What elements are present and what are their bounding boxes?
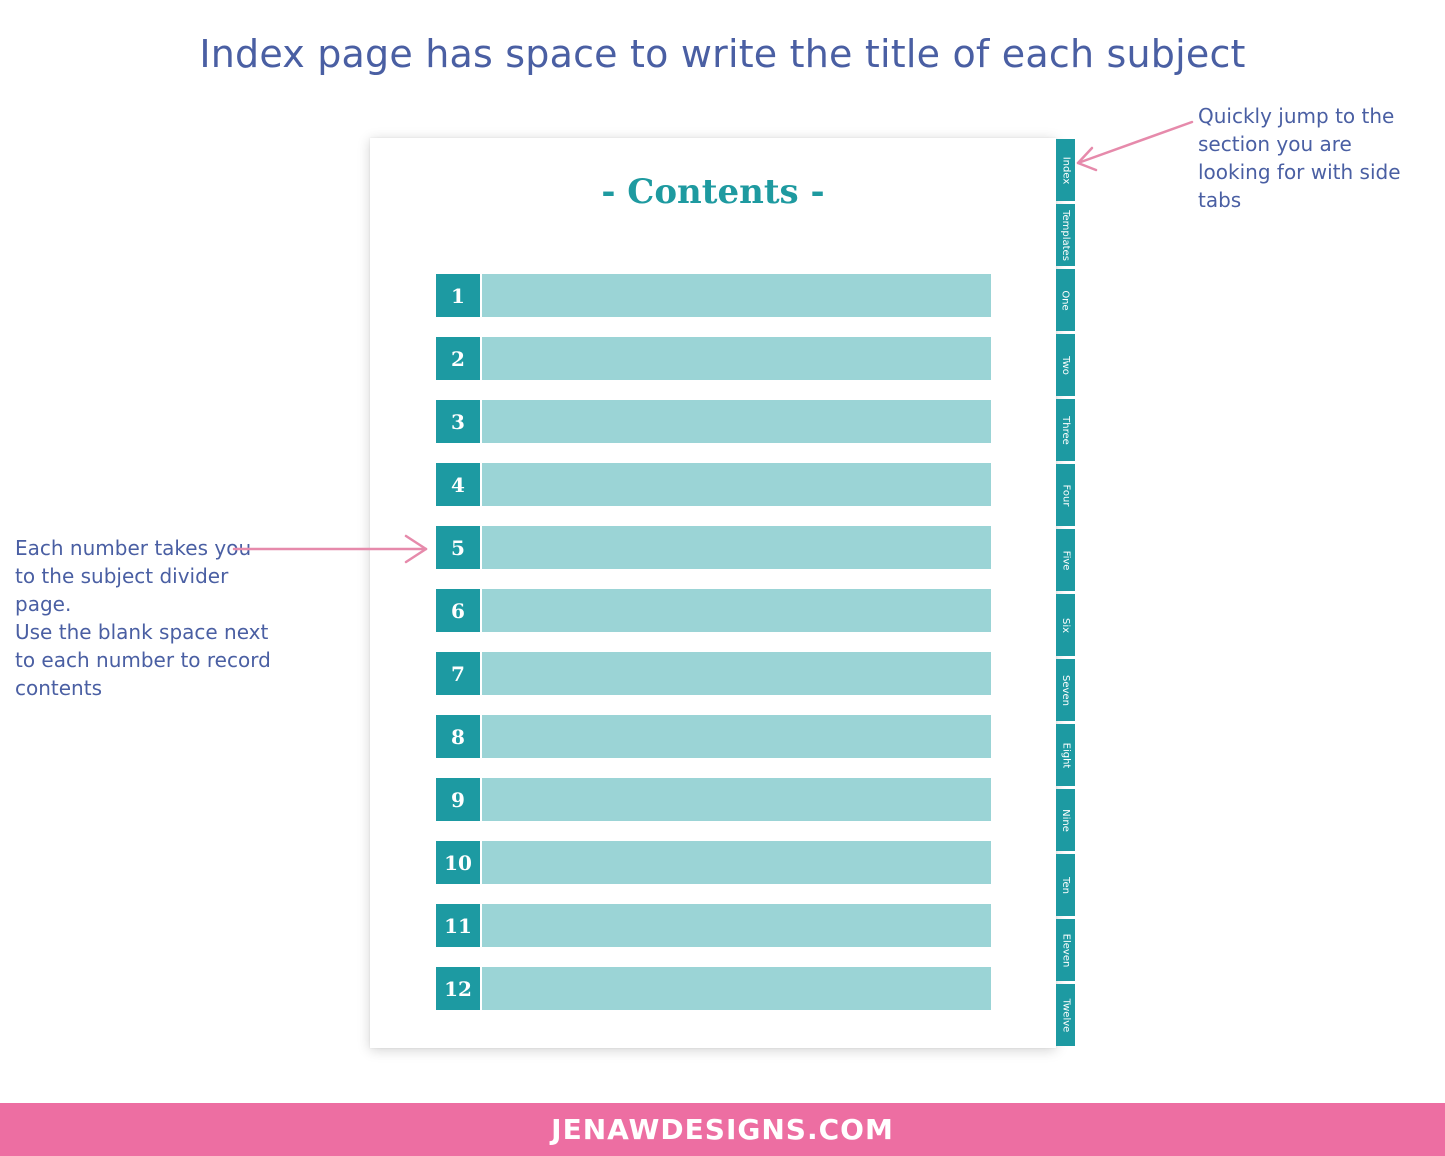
side-tab-index[interactable]: Index <box>1056 139 1075 201</box>
entry-number-link[interactable]: 9 <box>436 778 480 821</box>
contents-row: 10 <box>436 841 991 884</box>
contents-row: 12 <box>436 967 991 1010</box>
side-tab-templates[interactable]: Templates <box>1056 204 1075 266</box>
footer-banner: JENAWDESIGNS.COM <box>0 1103 1445 1156</box>
tab-label: Six <box>1059 617 1071 633</box>
side-tab-twelve[interactable]: Twelve <box>1056 984 1075 1046</box>
contents-row: 8 <box>436 715 991 758</box>
tab-label: Eleven <box>1060 933 1072 967</box>
entry-number-link[interactable]: 5 <box>436 526 480 569</box>
side-tab-one[interactable]: One <box>1056 269 1075 331</box>
tab-label: Twelve <box>1060 998 1072 1032</box>
side-tab-eight[interactable]: Eight <box>1056 724 1075 786</box>
side-tab-eleven[interactable]: Eleven <box>1056 919 1075 981</box>
headline: Index page has space to write the title … <box>199 32 1246 76</box>
tab-label: Four <box>1060 484 1071 506</box>
entry-number-link[interactable]: 11 <box>436 904 480 947</box>
entry-blank-field[interactable] <box>482 904 991 947</box>
entry-number-link[interactable]: 1 <box>436 274 480 317</box>
side-tabs-note: Quickly jump to the section you are look… <box>1198 104 1401 212</box>
entry-blank-field[interactable] <box>482 274 991 317</box>
entry-blank-field[interactable] <box>482 589 991 632</box>
tab-label: Five <box>1060 550 1071 570</box>
side-tab-ten[interactable]: Ten <box>1056 854 1075 916</box>
entry-number-link[interactable]: 12 <box>436 967 480 1010</box>
tab-label: Eight <box>1060 742 1072 768</box>
entry-number-link[interactable]: 2 <box>436 337 480 380</box>
side-tab-four[interactable]: Four <box>1056 464 1075 526</box>
tab-label: Three <box>1060 415 1071 445</box>
contents-row: 7 <box>436 652 991 695</box>
tab-label: Ten <box>1060 876 1071 894</box>
entry-blank-field[interactable] <box>482 337 991 380</box>
footer-website-link[interactable]: JENAWDESIGNS.COM <box>551 1113 894 1146</box>
entry-blank-field[interactable] <box>482 841 991 884</box>
side-tab-five[interactable]: Five <box>1056 529 1075 591</box>
entry-number-link[interactable]: 4 <box>436 463 480 506</box>
entry-blank-field[interactable] <box>482 463 991 506</box>
tab-label: Templates <box>1060 209 1071 261</box>
contents-page: - Contents - 1 2 3 4 5 6 7 <box>370 138 1056 1048</box>
tab-label: Nine <box>1060 808 1071 832</box>
entry-blank-field[interactable] <box>482 526 991 569</box>
contents-row: 4 <box>436 463 991 506</box>
entry-number-link[interactable]: 10 <box>436 841 480 884</box>
entry-number-link[interactable]: 3 <box>436 400 480 443</box>
contents-row: 5 <box>436 526 991 569</box>
page-title: - Contents - <box>601 172 825 212</box>
contents-row: 6 <box>436 589 991 632</box>
side-tab-three[interactable]: Three <box>1056 399 1075 461</box>
contents-row: 9 <box>436 778 991 821</box>
entry-blank-field[interactable] <box>482 652 991 695</box>
side-tab-six[interactable]: Six <box>1056 594 1075 656</box>
contents-row: 3 <box>436 400 991 443</box>
tab-label: Index <box>1060 156 1071 184</box>
entry-number-link[interactable]: 6 <box>436 589 480 632</box>
side-tab-seven[interactable]: Seven <box>1056 659 1075 721</box>
entry-blank-field[interactable] <box>482 715 991 758</box>
entry-number-link[interactable]: 8 <box>436 715 480 758</box>
tab-label: Seven <box>1060 674 1072 706</box>
entry-blank-field[interactable] <box>482 778 991 821</box>
contents-row: 1 <box>436 274 991 317</box>
contents-row: 11 <box>436 904 991 947</box>
tab-label: Two <box>1060 355 1071 375</box>
side-tab-nine[interactable]: Nine <box>1056 789 1075 851</box>
tab-label: One <box>1060 289 1071 311</box>
numbers-note: Each number takes you to the subject div… <box>15 536 271 700</box>
entry-blank-field[interactable] <box>482 400 991 443</box>
side-tab-two[interactable]: Two <box>1056 334 1075 396</box>
arrow-icon <box>1076 120 1194 172</box>
entry-number-link[interactable]: 7 <box>436 652 480 695</box>
contents-row: 2 <box>436 337 991 380</box>
entry-blank-field[interactable] <box>482 967 991 1010</box>
